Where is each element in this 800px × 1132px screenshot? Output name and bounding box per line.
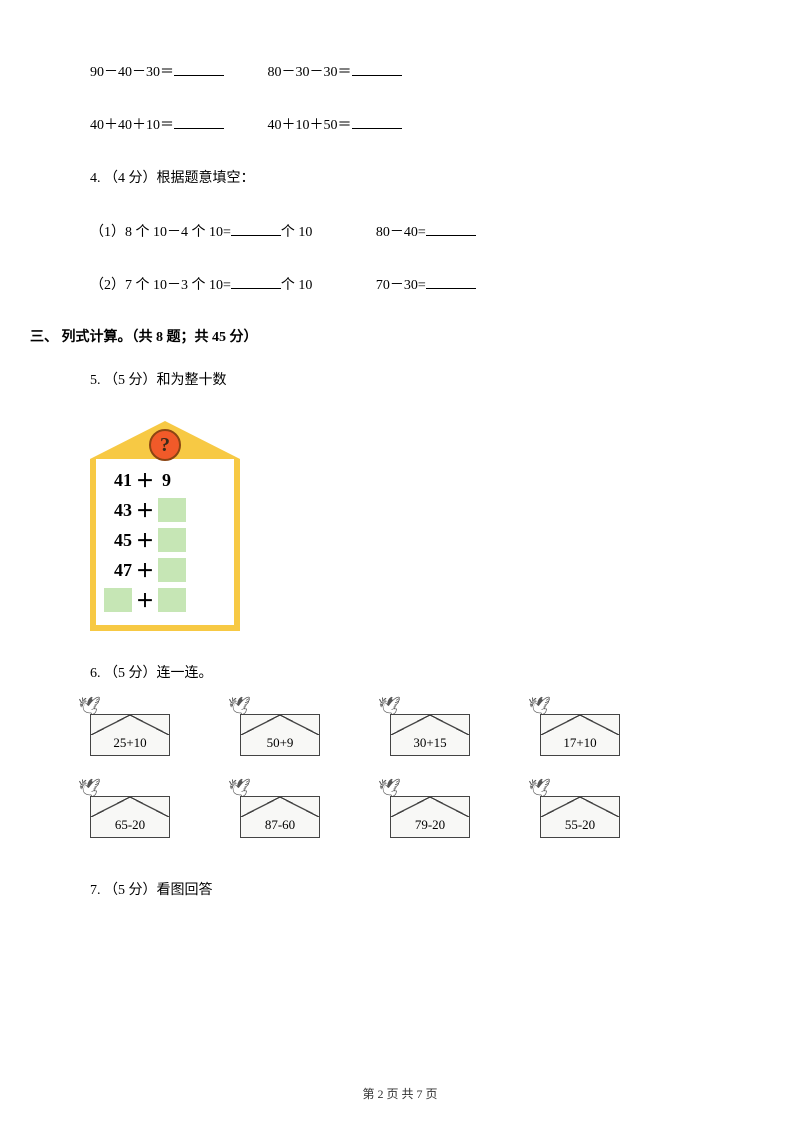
envelope-item[interactable]: 🕊79-20 [390, 796, 485, 838]
equation-line-2: 40＋40＋10＝ 40＋10＋50＝ [90, 113, 730, 138]
question-4-2: （2）7 个 10－3 个 10= 个 10 70－30= [90, 273, 730, 298]
house-row: 43＋ [102, 497, 228, 523]
q4-1c: 80－40= [376, 225, 426, 240]
equation-line-1: 90－40－30＝ 80－30－30＝ [90, 60, 730, 85]
house-row: 41＋9 [102, 467, 228, 493]
envelope: 17+10 [540, 714, 620, 756]
envelope: 79-20 [390, 796, 470, 838]
house-body: 41＋9 43＋ 45＋ 47＋ ＋ [90, 459, 240, 631]
envelope: 87-60 [240, 796, 320, 838]
envelope-label: 50+9 [267, 735, 294, 751]
envelope: 55-20 [540, 796, 620, 838]
question-4: 4. （4 分）根据题意填空： [90, 166, 730, 191]
answer-box[interactable] [158, 588, 186, 612]
envelope-row-2: 🕊65-20 🕊87-60 🕊79-20 🕊55-20 [90, 796, 730, 838]
answer-box[interactable] [158, 528, 186, 552]
house-diagram: ? 41＋9 43＋ 45＋ 47＋ ＋ [90, 421, 730, 631]
envelope-row-1: 🕊25+10 🕊50+9 🕊30+15 🕊17+10 [90, 714, 730, 756]
envelope-label: 30+15 [413, 735, 446, 751]
envelope-item[interactable]: 🕊55-20 [540, 796, 635, 838]
envelope-label: 55-20 [565, 817, 595, 833]
house-row: 47＋ [102, 557, 228, 583]
envelope-item[interactable]: 🕊65-20 [90, 796, 185, 838]
blank[interactable] [426, 222, 476, 236]
q4-1a: （1）8 个 10－4 个 10= [90, 225, 231, 240]
envelope: 25+10 [90, 714, 170, 756]
question-5: 5. （5 分）和为整十数 [90, 368, 730, 393]
answer-box[interactable] [158, 498, 186, 522]
blank[interactable] [231, 222, 281, 236]
eq1b: 80－30－30＝ [268, 65, 352, 80]
page-footer: 第 2 页 共 7 页 [0, 1085, 800, 1102]
eq1a: 90－40－30＝ [90, 65, 174, 80]
blank[interactable] [352, 62, 402, 76]
envelope-label: 25+10 [113, 735, 146, 751]
eq2a: 40＋40＋10＝ [90, 118, 174, 133]
envelope-label: 79-20 [415, 817, 445, 833]
question-4-1: （1）8 个 10－4 个 10= 个 10 80－40= [90, 220, 730, 245]
q4-1b: 个 10 [281, 225, 313, 240]
answer-box[interactable] [104, 588, 132, 612]
blank[interactable] [174, 115, 224, 129]
envelope-item[interactable]: 🕊50+9 [240, 714, 335, 756]
blank[interactable] [231, 275, 281, 289]
question-7: 7. （5 分）看图回答 [90, 878, 730, 903]
envelope: 65-20 [90, 796, 170, 838]
question-6: 6. （5 分）连一连。 [90, 661, 730, 686]
q4-2c: 70－30= [376, 278, 426, 293]
envelope: 30+15 [390, 714, 470, 756]
q4-2a: （2）7 个 10－3 个 10= [90, 278, 231, 293]
house-question-circle: ? [149, 429, 181, 461]
eq2b: 40＋10＋50＝ [268, 118, 352, 133]
house-row: 45＋ [102, 527, 228, 553]
blank[interactable] [426, 275, 476, 289]
envelope-item[interactable]: 🕊17+10 [540, 714, 635, 756]
blank[interactable] [352, 115, 402, 129]
envelope-item[interactable]: 🕊87-60 [240, 796, 335, 838]
envelope: 50+9 [240, 714, 320, 756]
house-row: ＋ [102, 587, 228, 613]
envelope-label: 65-20 [115, 817, 145, 833]
section-3-title: 三、 列式计算。（共 8 题；共 45 分） [30, 326, 730, 346]
q4-2b: 个 10 [281, 278, 313, 293]
envelope-item[interactable]: 🕊30+15 [390, 714, 485, 756]
envelope-label: 87-60 [265, 817, 295, 833]
blank[interactable] [174, 62, 224, 76]
envelope-label: 17+10 [563, 735, 596, 751]
envelope-item[interactable]: 🕊25+10 [90, 714, 185, 756]
answer-box[interactable] [158, 558, 186, 582]
